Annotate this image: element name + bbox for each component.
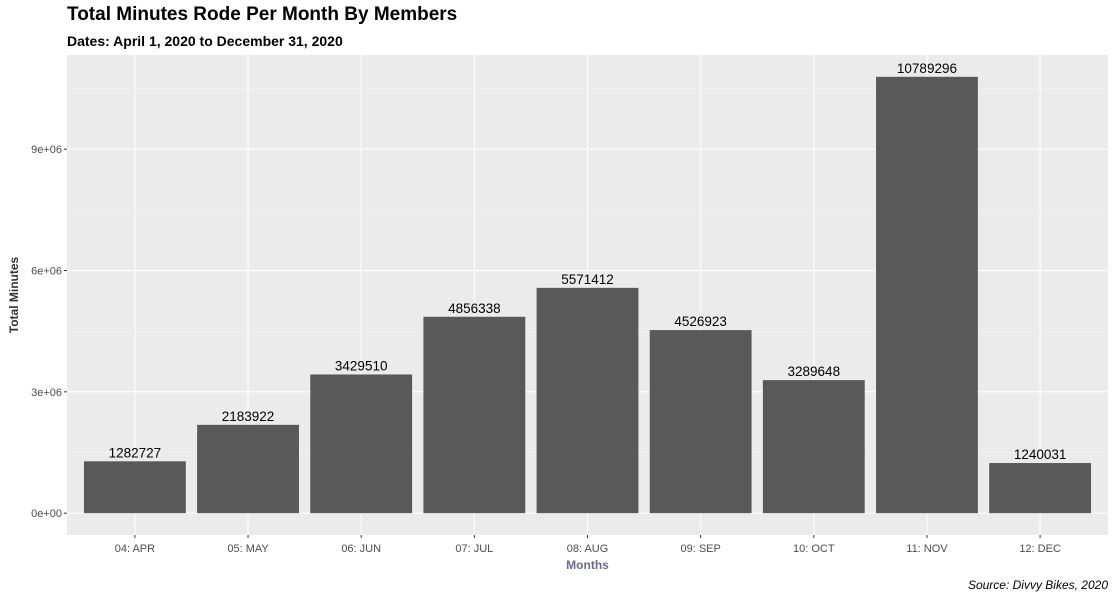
y-tick-label: 6e+06 — [31, 266, 62, 278]
bar — [83, 461, 186, 514]
bar — [197, 424, 299, 514]
chart-subtitle: Dates: April 1, 2020 to December 31, 202… — [67, 33, 343, 49]
x-tick-label: 12: DEC — [1019, 543, 1061, 555]
y-axis: 0e+00 3e+06 6e+06 9e+06 — [31, 144, 67, 520]
data-label: 1240031 — [1014, 447, 1067, 462]
y-tick-label: 9e+06 — [31, 144, 62, 156]
data-labels: 1282727 2183922 3429510 4856338 5571412 45269… — [109, 61, 1067, 462]
x-tick-label: 06: JUN — [341, 543, 381, 555]
bar — [310, 374, 413, 514]
x-tick-label: 05: MAY — [227, 543, 269, 555]
y-tick-label: 0e+00 — [31, 508, 62, 520]
bar — [762, 380, 865, 514]
data-label: 2183922 — [222, 409, 275, 424]
data-label: 3289648 — [788, 364, 841, 379]
y-axis-title: Total Minutes — [7, 256, 21, 333]
x-axis-title: Months — [566, 558, 609, 572]
bar — [989, 463, 1092, 514]
data-label: 4526923 — [674, 314, 727, 329]
data-label: 5571412 — [561, 272, 614, 287]
x-tick-label: 09: SEP — [680, 543, 720, 555]
x-axis: 04: APR 05: MAY 06: JUN 07: JUL 08: AUG 09: S… — [115, 535, 1061, 555]
data-label: 1282727 — [109, 445, 162, 460]
bar — [876, 76, 978, 514]
x-tick-label: 08: AUG — [567, 543, 609, 555]
x-tick-label: 11: NOV — [906, 543, 948, 555]
bars — [83, 76, 1092, 514]
x-tick-label: 07: JUL — [455, 543, 493, 555]
bar — [423, 316, 526, 514]
chart-caption: Source: Divvy Bikes, 2020 — [967, 578, 1108, 592]
data-label: 4856338 — [448, 301, 501, 316]
x-tick-label: 04: APR — [115, 543, 155, 555]
data-label: 10789296 — [897, 61, 957, 76]
y-tick-label: 3e+06 — [31, 387, 62, 399]
bar — [536, 287, 639, 514]
bar — [649, 330, 752, 514]
chart-title: Total Minutes Rode Per Month By Members — [67, 4, 458, 25]
data-label: 3429510 — [335, 358, 388, 373]
x-tick-label: 10: OCT — [793, 543, 835, 555]
